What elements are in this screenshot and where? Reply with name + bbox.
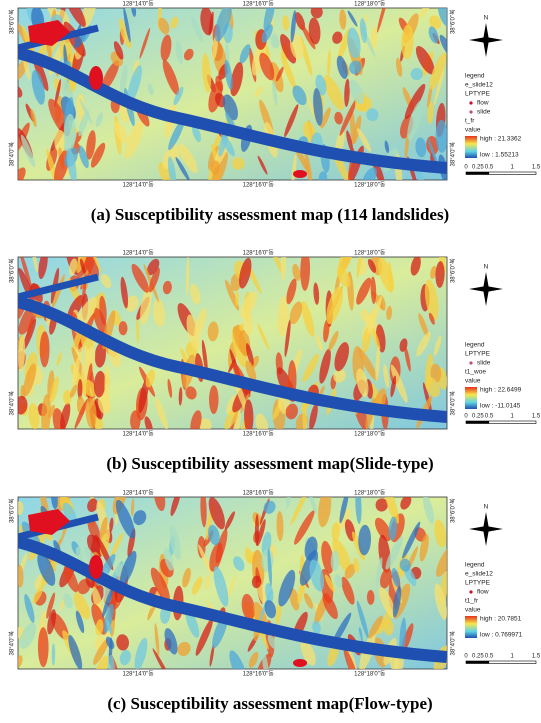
x-coord-top: 128°16'0"동 [243, 250, 275, 257]
legend-point [469, 590, 472, 593]
legend-high: high : 21.3362 [480, 136, 522, 143]
legend-point [469, 110, 472, 113]
caption: (b) Susceptibility assessment map(Slide-… [106, 454, 433, 473]
scale-label: 1 [511, 654, 515, 660]
legend-low: low : 1.55213 [480, 152, 519, 159]
x-coord-bottom: 128°16'0"동 [243, 431, 275, 438]
legend-raster: t1_fr [465, 598, 479, 605]
legend-low: low : -11.0145 [480, 403, 521, 410]
legend-point-label: slide [477, 360, 491, 367]
north-arrow [469, 272, 503, 306]
terrain-patch [38, 627, 49, 667]
scale-label: 1.5 [532, 414, 541, 420]
legend-low: low : 0.769971 [480, 632, 523, 639]
x-coord-bottom: 128°14'0"동 [123, 182, 155, 189]
legend-field: LPTYPE [465, 580, 491, 587]
y-coord-left: 38°6'0"북 [9, 498, 16, 523]
legend-title: legend [465, 562, 485, 569]
legend-value: value [465, 378, 481, 385]
legend-field: LPTYPE [465, 91, 491, 98]
scale-label: 0.25 [472, 654, 484, 660]
legend-high: high : 22.6499 [480, 387, 522, 394]
map-panel [9, 238, 449, 446]
caption: (c) Susceptibility assessment map(Flow-t… [107, 694, 432, 713]
legend-value: value [465, 127, 481, 134]
north-arrow [469, 23, 503, 57]
scale-label: 0.5 [485, 654, 494, 660]
scale-label: 1 [511, 414, 515, 420]
legend-layer: e_slide12 [465, 82, 493, 89]
scale-label: 0.5 [485, 414, 494, 420]
x-coord-top: 128°16'0"동 [243, 1, 275, 8]
scale-label: 0 [464, 165, 468, 171]
caption: (a) Susceptibility assessment map (114 l… [91, 205, 449, 224]
x-coord-bottom: 128°14'0"동 [123, 431, 155, 438]
scale-label: 0 [464, 414, 468, 420]
y-coord-right: 38°4'0"북 [450, 390, 457, 415]
map-panel [13, 482, 459, 686]
legend-title: legend [465, 342, 485, 349]
x-coord-bottom: 128°14'0"동 [123, 671, 155, 678]
x-coord-top: 128°18'0"동 [354, 490, 386, 497]
scale-bar-fill [466, 661, 489, 664]
color-ramp [465, 136, 477, 158]
flow-zone [293, 659, 307, 667]
legend-raster: t1_woe [465, 369, 486, 376]
figure: 128°14'0"동 128°14'0"동 128°16'0"동 128°16'0"동… [0, 0, 541, 723]
y-coord-left: 38°4'0"북 [9, 630, 16, 655]
color-ramp [465, 616, 477, 638]
scale-label: 1 [511, 165, 515, 171]
north-label: N [484, 15, 489, 22]
y-coord-left: 38°6'0"북 [9, 258, 16, 283]
x-coord-top: 128°16'0"동 [243, 490, 275, 497]
x-coord-bottom: 128°18'0"동 [354, 182, 386, 189]
legend-title: legend [465, 73, 485, 80]
north-arrow [469, 512, 503, 546]
scale-label: 0.25 [472, 414, 484, 420]
x-coord-top: 128°14'0"동 [123, 490, 155, 497]
legend-value: value [465, 607, 481, 614]
y-coord-right: 38°4'0"북 [450, 630, 457, 655]
legend-point-label: flow [477, 100, 489, 107]
terrain-patch [119, 321, 128, 335]
y-coord-right: 38°4'0"북 [450, 141, 457, 166]
y-coord-left: 38°6'0"북 [9, 9, 16, 34]
y-coord-right: 38°6'0"북 [450, 9, 457, 34]
scale-bar-fill [466, 421, 489, 424]
x-coord-top: 128°18'0"동 [354, 1, 386, 8]
x-coord-bottom: 128°16'0"동 [243, 671, 275, 678]
legend-point-label: flow [477, 589, 489, 596]
y-coord-right: 38°6'0"북 [450, 498, 457, 523]
legend-field: LPTYPE [465, 351, 491, 358]
scale-label: 0.25 [472, 165, 484, 171]
y-coord-left: 38°4'0"북 [9, 390, 16, 415]
legend-point [469, 101, 472, 104]
scale-label: 1.5 [532, 654, 541, 660]
x-coord-bottom: 128°18'0"동 [354, 671, 386, 678]
legend-raster: t_fr [465, 118, 475, 125]
y-coord-left: 38°4'0"북 [9, 141, 16, 166]
flow-zone [89, 66, 103, 90]
legend-high: high : 20.7851 [480, 616, 522, 623]
north-label: N [484, 264, 489, 271]
x-coord-bottom: 128°18'0"동 [354, 431, 386, 438]
scale-label: 0.5 [485, 165, 494, 171]
x-coord-top: 128°14'0"동 [123, 1, 155, 8]
y-coord-right: 38°6'0"북 [450, 258, 457, 283]
x-coord-top: 128°14'0"동 [123, 250, 155, 257]
legend-point [469, 361, 472, 364]
x-coord-bottom: 128°16'0"동 [243, 182, 275, 189]
flow-zone [89, 555, 103, 579]
x-coord-top: 128°18'0"동 [354, 250, 386, 257]
color-ramp [465, 387, 477, 409]
map-panel [11, 0, 455, 192]
north-label: N [484, 504, 489, 511]
scale-label: 1.5 [532, 165, 541, 171]
page: {"panels": [ {"x_labels": ["128°14'0\"동"… [0, 0, 541, 723]
legend-layer: e_slide12 [465, 571, 493, 578]
scale-label: 0 [464, 654, 468, 660]
legend-point-label: slide [477, 109, 491, 116]
flow-zone [293, 170, 307, 178]
scale-bar-fill [466, 172, 489, 175]
